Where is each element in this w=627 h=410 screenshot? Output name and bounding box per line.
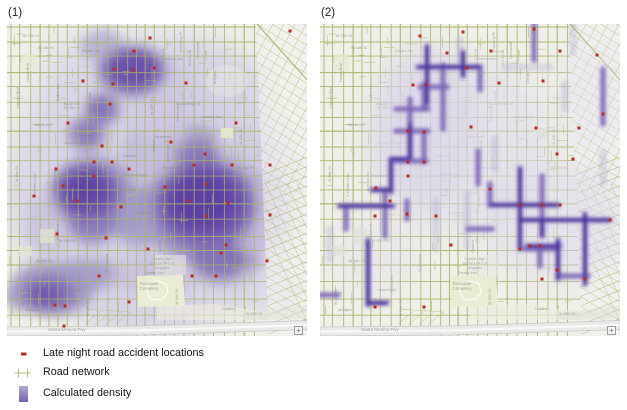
svg-text:Santa Monica Fwy: Santa Monica Fwy [361, 327, 399, 332]
svg-text:Catalina: Catalina [471, 240, 475, 253]
svg-text:Denker Ave: Denker Ave [82, 49, 101, 53]
svg-text:Bronson Ave: Bronson Ave [366, 171, 370, 191]
svg-text:Bronson Ave: Bronson Ave [53, 171, 57, 191]
svg-text:W 30th St: W 30th St [59, 239, 75, 243]
svg-text:W 12th St: W 12th St [239, 129, 243, 145]
svg-text:Bronson Ave: Bronson Ave [163, 166, 183, 170]
svg-text:Gramercy Pl: Gramercy Pl [492, 32, 496, 52]
svg-text:W 12th St: W 12th St [145, 53, 149, 69]
svg-text:School Of Los: School Of Los [149, 261, 174, 266]
svg-text:W 15th St: W 15th St [559, 312, 575, 316]
svg-text:W 15th St: W 15th St [150, 99, 154, 115]
svg-text:Denker Ave: Denker Ave [458, 271, 477, 275]
svg-text:W 21st St: W 21st St [135, 211, 151, 215]
svg-text:W Adams Blvd: W Adams Blvd [88, 93, 92, 116]
svg-text:W 30th St: W 30th St [15, 166, 19, 182]
svg-text:Halldale: Halldale [152, 139, 156, 152]
svg-text:W 14th St: W 14th St [351, 46, 367, 50]
svg-text:Gramercy Pl: Gramercy Pl [179, 32, 183, 52]
svg-text:Normandie: Normandie [196, 41, 200, 59]
svg-text:Normandie: Normandie [509, 41, 513, 59]
svg-text:W 21st St: W 21st St [21, 289, 25, 305]
svg-text:Hobart Blvd: Hobart Blvd [64, 288, 83, 292]
svg-text:Catalina: Catalina [535, 307, 548, 311]
svg-text:W 17th St: W 17th St [501, 50, 505, 66]
svg-text:St Andrews: St Andrews [105, 254, 109, 272]
svg-text:Rosedale: Rosedale [453, 281, 472, 286]
svg-text:S Western Ave: S Western Ave [58, 174, 82, 178]
svg-text:Angeles: Angeles [468, 265, 482, 270]
svg-text:Dalton Ave: Dalton Ave [369, 84, 373, 101]
svg-text:Harvard Blvd: Harvard Blvd [16, 87, 20, 108]
svg-text:Hobart Blvd: Hobart Blvd [339, 63, 343, 82]
svg-text:Loyola High: Loyola High [151, 256, 172, 261]
svg-text:W 25th St: W 25th St [399, 300, 403, 316]
svg-text:W 12th St: W 12th St [552, 129, 556, 145]
svg-text:W 17th St: W 17th St [23, 34, 39, 38]
svg-text:W 25th St: W 25th St [56, 224, 60, 240]
svg-text:Cemetery: Cemetery [452, 286, 472, 291]
svg-text:Arlington: Arlington [25, 308, 39, 312]
svg-text:W 17th St: W 17th St [336, 34, 352, 38]
svg-text:W 29th St: W 29th St [223, 248, 227, 264]
svg-text:W 14th St: W 14th St [488, 289, 492, 305]
svg-text:Francis Ave: Francis Ave [164, 57, 183, 61]
svg-text:Rosedale: Rosedale [140, 281, 159, 286]
svg-text:S Western Ave: S Western Ave [33, 173, 37, 197]
svg-text:W 25th St: W 25th St [86, 300, 90, 316]
svg-text:Arlington: Arlington [338, 308, 352, 312]
svg-text:S Western Ave: S Western Ave [346, 173, 350, 197]
svg-text:W 28th St: W 28th St [64, 106, 80, 110]
svg-text:W 23rd St: W 23rd St [64, 102, 80, 106]
svg-text:Harvard Blvd: Harvard Blvd [329, 87, 333, 108]
svg-text:W 14th St: W 14th St [38, 46, 54, 50]
svg-text:St Andrews: St Andrews [418, 254, 422, 272]
svg-text:Hobart Blvd: Hobart Blvd [26, 63, 30, 82]
svg-text:W 30th St: W 30th St [328, 166, 332, 182]
svg-text:Leeward Ave: Leeward Ave [201, 115, 222, 119]
svg-text:W 15th St: W 15th St [246, 312, 262, 316]
svg-text:Catalina: Catalina [222, 307, 235, 311]
svg-text:Denker Ave: Denker Ave [145, 271, 164, 275]
svg-text:Cambridge St: Cambridge St [178, 102, 200, 106]
svg-text:Menlo Ave: Menlo Ave [35, 123, 52, 127]
svg-text:Halldale: Halldale [123, 154, 136, 158]
svg-text:Santa Monica Fwy: Santa Monica Fwy [48, 327, 86, 332]
svg-text:W 27th St: W 27th St [161, 49, 165, 65]
svg-text:Menlo Ave: Menlo Ave [172, 181, 176, 198]
svg-text:School Of Los: School Of Los [462, 261, 487, 266]
svg-text:W 24th St: W 24th St [36, 259, 52, 263]
svg-text:W Adams Blvd: W Adams Blvd [123, 173, 146, 177]
svg-text:Normandie: Normandie [154, 135, 172, 139]
svg-text:Angeles: Angeles [155, 265, 169, 270]
svg-text:Cambridge St: Cambridge St [166, 140, 170, 162]
svg-text:Arlington: Arlington [526, 70, 530, 84]
svg-text:W 14th St: W 14th St [175, 289, 179, 305]
svg-text:Dalton Ave: Dalton Ave [56, 84, 60, 101]
svg-text:St Andrews: St Andrews [77, 275, 81, 293]
svg-text:W 24th St: W 24th St [238, 166, 254, 170]
svg-text:Cemetery: Cemetery [139, 286, 159, 291]
svg-text:Arlington: Arlington [213, 70, 217, 84]
svg-text:James M Wood Blvd: James M Wood Blvd [64, 141, 97, 145]
svg-text:Catalina: Catalina [158, 240, 162, 253]
svg-text:Loyola High: Loyola High [464, 256, 485, 261]
svg-text:W 29th St: W 29th St [164, 191, 168, 207]
svg-text:W 17th St: W 17th St [188, 50, 192, 66]
svg-text:Dalton Ave: Dalton Ave [61, 299, 78, 303]
svg-text:Menlo Ave: Menlo Ave [348, 123, 365, 127]
svg-text:W 23rd St: W 23rd St [120, 188, 136, 192]
svg-text:Gramercy Pl: Gramercy Pl [176, 102, 180, 122]
svg-text:Harvard Blvd: Harvard Blvd [234, 252, 238, 273]
